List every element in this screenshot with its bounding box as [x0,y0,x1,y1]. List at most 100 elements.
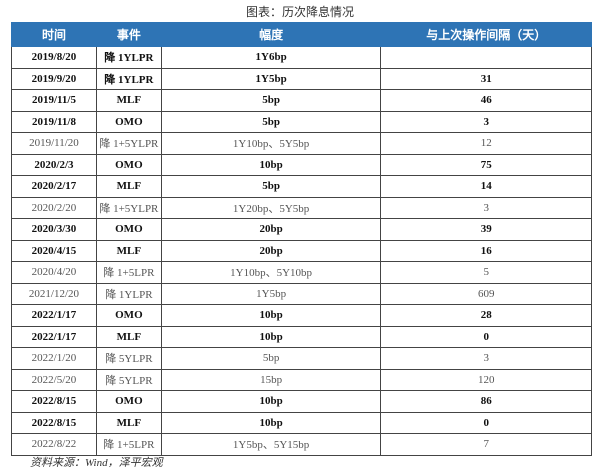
table-cell: 2019/8/20 [11,46,97,69]
table-cell: 1Y10bp、5Y5bp [160,132,382,155]
table-cell: 2020/2/3 [11,153,97,176]
table-header: 时间 事件 幅度 与上次操作间隔（天） [11,22,592,47]
table-cell: 降 1+5YLPR [95,196,162,219]
table-cell: MLF [95,239,162,262]
table-cell: 16 [380,239,592,262]
table-cell: OMO [95,153,162,176]
table-cell: 7 [380,433,592,456]
table-cell: 2019/11/20 [11,132,97,155]
header-cell: 幅度 [160,22,382,47]
table-row: 2022/1/17 MLF 10bp 0 [11,325,592,348]
table-cell: 1Y5bp [160,282,382,305]
table-cell: 10bp [160,411,382,434]
table-row: 2020/2/3 OMO 10bp 75 [11,153,592,176]
table-row: 2020/4/15 MLF 20bp 16 [11,239,592,262]
table-cell: 5 [380,261,592,284]
table-cell: 609 [380,282,592,305]
header-cell: 事件 [95,22,162,47]
table: 时间 事件 幅度 与上次操作间隔（天） 2019/8/20 降 1YLPR 1Y6b… [11,22,592,456]
table-cell: 降 5YLPR [95,368,162,391]
table-row: 2019/11/5 MLF 5bp 46 [11,89,592,112]
table-cell: MLF [95,411,162,434]
table-row: 2022/8/22 降 1+5LPR 1Y5bp、5Y15bp 7 [11,433,592,456]
table-cell: 2020/3/30 [11,218,97,241]
table-cell: 降 1YLPR [95,46,162,69]
table-cell: 2020/4/20 [11,261,97,284]
table-cell: 39 [380,218,592,241]
table-cell: 2022/8/15 [11,390,97,413]
table-cell: 2019/9/20 [11,67,97,90]
table-row: 2019/8/20 降 1YLPR 1Y6bp [11,46,592,69]
table-row: 2022/5/20 降 5YLPR 15bp 120 [11,368,592,391]
title: 图表：历次降息情况 [245,5,354,19]
table-row: 2022/8/15 MLF 10bp 0 [11,411,592,434]
table-cell: 2020/4/15 [11,239,97,262]
table-cell: 15bp [160,368,382,391]
table-cell: 10bp [160,304,382,327]
table-row: 2020/3/30 OMO 20bp 39 [11,218,592,241]
table-cell: 2020/2/17 [11,175,97,198]
table-cell: OMO [95,110,162,133]
table-cell: 降 5YLPR [95,347,162,370]
table-row: 2019/11/8 OMO 5bp 3 [11,110,592,133]
table-row: 2020/2/20 降 1+5YLPR 1Y20bp、5Y5bp 3 [11,196,592,219]
table-row: 2019/11/20 降 1+5YLPR 1Y10bp、5Y5bp 12 [11,132,592,155]
table-cell: 降 1+5LPR [95,433,162,456]
table-cell: OMO [95,304,162,327]
table-cell: MLF [95,175,162,198]
table-cell: 10bp [160,153,382,176]
table-cell: 12 [380,132,592,155]
table-cell: MLF [95,325,162,348]
table-cell: 2019/11/8 [11,110,97,133]
table-cell: 2022/8/22 [11,433,97,456]
table-cell: 2020/2/20 [11,196,97,219]
header-cell: 时间 [11,22,97,47]
table-cell: 1Y6bp [160,46,382,69]
table-cell: 86 [380,390,592,413]
table-row: 2020/4/20 降 1+5LPR 1Y10bp、5Y10bp 5 [11,261,592,284]
table-cell: 1Y10bp、5Y10bp [160,261,382,284]
table-cell: OMO [95,390,162,413]
table-cell: 2022/5/20 [11,368,97,391]
table-cell: 5bp [160,89,382,112]
table-row: 2022/1/17 OMO 10bp 28 [11,304,592,327]
table-cell: MLF [95,89,162,112]
table-cell: 2022/8/15 [11,411,97,434]
table-row: 2020/2/17 MLF 5bp 14 [11,175,592,198]
table-cell: 降 1+5YLPR [95,132,162,155]
table-cell: 2022/1/17 [11,325,97,348]
table-cell: 75 [380,153,592,176]
table-cell: 28 [380,304,592,327]
table-cell: 2022/1/17 [11,304,97,327]
table-cell: 14 [380,175,592,198]
table-cell: 31 [380,67,592,90]
table-cell: 46 [380,89,592,112]
table-cell: 降 1YLPR [95,282,162,305]
table-cell: 降 1YLPR [95,67,162,90]
source-note: 资料来源：Wind，泽平宏观 [30,457,163,469]
table-cell: 3 [380,196,592,219]
table-cell: 5bp [160,347,382,370]
table-cell: 5bp [160,175,382,198]
table-row: 2022/8/15 OMO 10bp 86 [11,390,592,413]
table-cell: 1Y5bp、5Y15bp [160,433,382,456]
table-cell: 0 [380,325,592,348]
table-row: 2021/12/20 降 1YLPR 1Y5bp 609 [11,282,592,305]
table-cell: 2021/12/20 [11,282,97,305]
table-cell: 10bp [160,390,382,413]
table-cell: 3 [380,347,592,370]
table-cell: OMO [95,218,162,241]
header-cell: 与上次操作间隔（天） [380,22,592,47]
table-row: 2022/1/20 降 5YLPR 5bp 3 [11,347,592,370]
table-cell: 2022/1/20 [11,347,97,370]
table-cell: 0 [380,411,592,434]
table-cell: 120 [380,368,592,391]
table-cell: 10bp [160,325,382,348]
table-cell: 1Y20bp、5Y5bp [160,196,382,219]
table-cell [380,46,592,69]
table-cell: 3 [380,110,592,133]
table-body: 2019/8/20 降 1YLPR 1Y6bp 2019/9/20 降 1YLPR 1Y5… [11,46,592,456]
table-cell: 20bp [160,239,382,262]
table-cell: 20bp [160,218,382,241]
